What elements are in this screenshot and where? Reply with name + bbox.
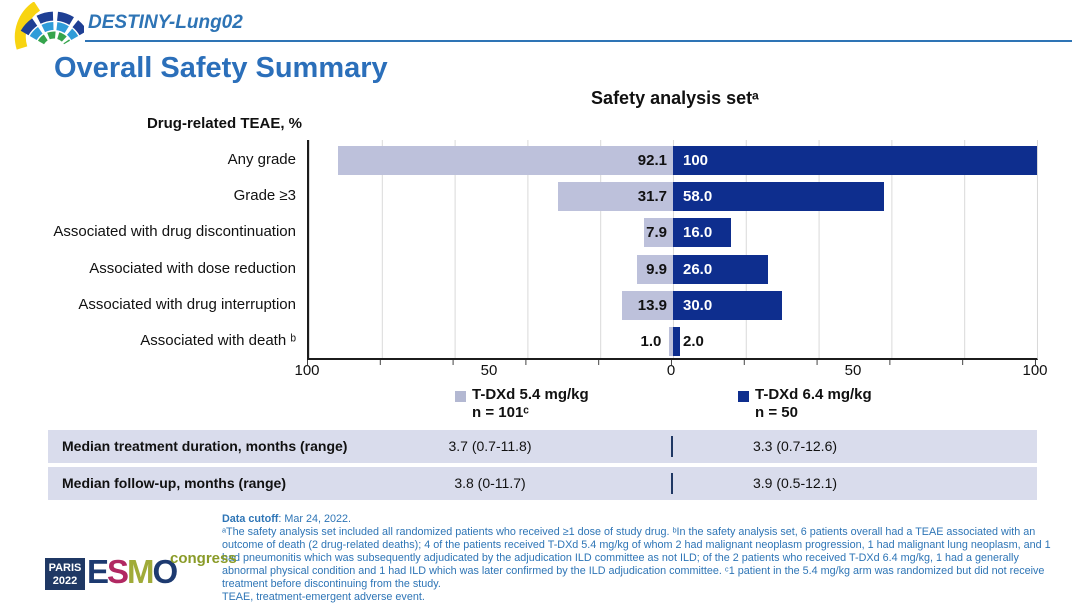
data-cutoff-line: Data cutoff: Mar 24, 2022. bbox=[222, 513, 1062, 526]
legend-swatch-64-icon bbox=[738, 391, 749, 402]
bar-54 bbox=[622, 290, 673, 320]
bar-value-54: 13.9 bbox=[637, 296, 667, 314]
page-title: Overall Safety Summary bbox=[54, 52, 388, 84]
category-label: Any grade bbox=[227, 151, 296, 168]
legend-item-64: T-DXd 6.4 mg/kg n = 50 bbox=[738, 386, 872, 422]
bar-value-64: 26.0 bbox=[683, 260, 713, 278]
footnotes: Data cutoff: Mar 24, 2022. ᵃThe safety a… bbox=[222, 513, 1062, 604]
table-row-label: Median treatment duration, months (range… bbox=[62, 438, 348, 454]
category-label: Associated with dose reduction bbox=[89, 259, 296, 277]
bar-value-54: 31.7 bbox=[637, 188, 667, 206]
legend-label-64: T-DXd 6.4 mg/kg n = 50 bbox=[755, 386, 872, 422]
legend-swatch-54-icon bbox=[455, 391, 466, 402]
study-title: DESTINY-Lung02 bbox=[88, 12, 243, 33]
category-label: Associated with death ᵇ bbox=[140, 332, 296, 349]
table-row-label: Median follow-up, months (range) bbox=[62, 475, 286, 491]
legend-series-n: n = 101ᶜ bbox=[472, 404, 529, 421]
table-cell-54: 3.8 (0-11.7) bbox=[454, 475, 526, 491]
bar-plot: 92.1 100 31.7 58.0 7.9 16.0 9.9 26.0 13.9 30.0 1.0… bbox=[307, 140, 1038, 360]
category-label: Grade ≥3 bbox=[233, 187, 296, 205]
x-tick-label: 100 bbox=[294, 362, 320, 379]
esmo-letter: M bbox=[127, 553, 154, 590]
bar-64 bbox=[673, 290, 783, 320]
bar-64 bbox=[673, 146, 1037, 175]
legend-series-n: n = 50 bbox=[755, 404, 798, 421]
table-divider bbox=[671, 436, 673, 457]
legend-label-54: T-DXd 5.4 mg/kg n = 101ᶜ bbox=[472, 386, 589, 422]
bar-54 bbox=[337, 146, 673, 175]
header-rule bbox=[85, 40, 1072, 42]
bar-value-54: 1.0 bbox=[640, 333, 662, 350]
axis-caption: Drug-related TEAE, % bbox=[146, 115, 302, 132]
legend-series-name: T-DXd 5.4 mg/kg bbox=[472, 386, 589, 403]
legend-series-name: T-DXd 6.4 mg/kg bbox=[755, 386, 872, 403]
table-row: Median follow-up, months (range) 3.8 (0-… bbox=[48, 467, 1037, 500]
legend-item-54: T-DXd 5.4 mg/kg n = 101ᶜ bbox=[455, 386, 589, 422]
table-divider bbox=[671, 473, 673, 494]
abbreviation-line: TEAE, treatment-emergent adverse event. bbox=[222, 591, 425, 603]
bar-64 bbox=[673, 254, 768, 284]
table-row: Median treatment duration, months (range… bbox=[48, 430, 1037, 463]
category-label: Associated with drug discontinuation bbox=[53, 223, 296, 241]
x-tick-label: 0 bbox=[666, 362, 676, 379]
chart-title: Safety analysis setᵃ bbox=[591, 88, 759, 108]
bar-54 bbox=[669, 327, 673, 356]
x-tick-label: 50 bbox=[844, 362, 862, 379]
bar-64 bbox=[673, 218, 732, 248]
paris-2022-badge: PARIS 2022 bbox=[45, 558, 85, 590]
bar-54 bbox=[644, 218, 673, 248]
table-cell-64: 3.3 (0.7-12.6) bbox=[752, 438, 838, 454]
bar-value-64: 2.0 bbox=[683, 333, 704, 350]
bar-64 bbox=[673, 182, 885, 212]
data-cutoff-label: Data cutoff bbox=[222, 513, 279, 525]
esmo-letter: E bbox=[87, 553, 109, 590]
esmo-wordmark: ESMO bbox=[87, 552, 179, 592]
data-cutoff-value: : Mar 24, 2022. bbox=[278, 513, 352, 525]
bar-64 bbox=[673, 327, 681, 356]
bar-value-54: 92.1 bbox=[637, 152, 667, 169]
table-cell-54: 3.7 (0.7-11.8) bbox=[448, 438, 532, 454]
bar-value-64: 30.0 bbox=[683, 296, 713, 314]
bar-value-64: 100 bbox=[683, 152, 709, 169]
bar-value-54: 9.9 bbox=[646, 260, 667, 278]
x-tick-label: 100 bbox=[1022, 362, 1048, 379]
category-label: Associated with drug interruption bbox=[78, 295, 296, 313]
paris-label: PARIS bbox=[48, 562, 82, 574]
bar-54 bbox=[636, 254, 673, 284]
footnote-body: ᵃThe safety analysis set included all ra… bbox=[222, 526, 1051, 590]
x-axis-tick-marks bbox=[307, 360, 1036, 365]
bar-54 bbox=[557, 182, 673, 212]
congress-label: congress bbox=[170, 550, 237, 567]
category-labels: Any grade Grade ≥3 Associated with drug di… bbox=[0, 140, 296, 358]
bar-value-64: 58.0 bbox=[683, 188, 713, 206]
x-tick-label: 50 bbox=[480, 362, 498, 379]
table-cell-64: 3.9 (0.5-12.1) bbox=[752, 475, 838, 491]
bar-value-54: 7.9 bbox=[646, 224, 667, 242]
congress-fan-logo bbox=[14, 2, 84, 50]
bar-value-64: 16.0 bbox=[683, 224, 713, 242]
esmo-letter: O bbox=[152, 553, 179, 590]
year-label: 2022 bbox=[52, 575, 78, 587]
esmo-letter: S bbox=[107, 553, 129, 590]
